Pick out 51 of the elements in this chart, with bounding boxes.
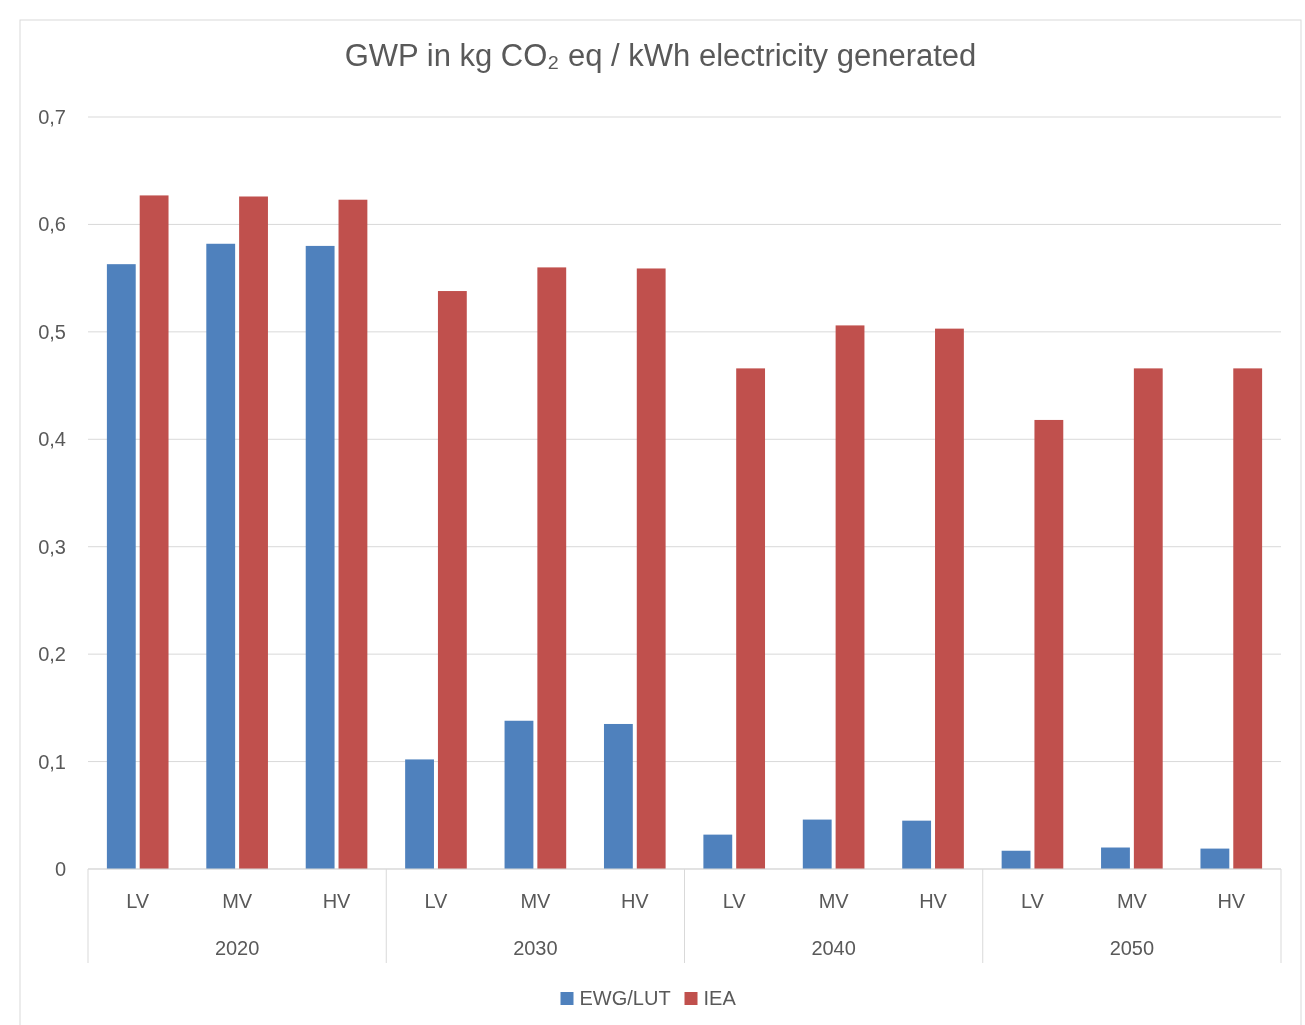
bar (1034, 419, 1064, 869)
text: 2020 (214, 937, 260, 959)
bar (1001, 850, 1031, 869)
x-tick-label: MV (520, 890, 552, 912)
legend-label: EWG/LUT (579, 987, 671, 1009)
x-tick-label: HV (1217, 890, 1246, 912)
y-tick-label: 0,7 (38, 106, 66, 128)
bar (206, 243, 236, 869)
y-tick-label: 0,6 (38, 213, 66, 236)
bar (802, 819, 832, 869)
x-tick-label: HV (322, 890, 352, 912)
y-tick-label: 0,4 (38, 428, 66, 451)
bar (902, 820, 932, 869)
x-tick-label: HV (919, 890, 948, 912)
bar (736, 368, 766, 869)
x-tick-label: LV (1020, 890, 1045, 912)
chart-title: GWP in kg CO₂ eq / kWh electricity generated (344, 38, 977, 73)
bar (338, 199, 368, 869)
bar (537, 267, 567, 869)
bar (703, 834, 733, 869)
legend-label: IEA (703, 987, 737, 1009)
x-tick-label: MV (1116, 890, 1148, 912)
x-tick-label: LV (722, 890, 747, 912)
x-tick-label: LV (424, 890, 449, 912)
y-tick-label: 0,5 (38, 320, 66, 343)
y-tick-label: 0 (54, 858, 66, 880)
bar (305, 245, 335, 869)
bar (1200, 848, 1230, 869)
bar (504, 720, 534, 869)
bar (239, 196, 268, 869)
bar (603, 723, 633, 869)
x-tick-label: LV (126, 890, 150, 912)
x-tick-label: MV (818, 890, 850, 912)
y-tick-label: 0,2 (38, 643, 66, 666)
x-tick-label: HV (620, 890, 650, 912)
bar (437, 291, 467, 869)
text: 2050 (1109, 937, 1155, 959)
bar (405, 759, 434, 869)
bar (1101, 847, 1130, 869)
bar (106, 264, 136, 869)
bar (636, 268, 666, 869)
x-tick-label: MV (222, 890, 253, 912)
y-tick-label: 0,1 (38, 750, 66, 773)
bar (1133, 368, 1163, 869)
y-tick-label: 0,3 (38, 535, 66, 558)
bar (835, 325, 865, 869)
bar (935, 328, 964, 869)
text: 2030 (513, 937, 558, 959)
bar (139, 195, 169, 869)
bar (1233, 368, 1263, 869)
text: 2040 (811, 937, 856, 959)
